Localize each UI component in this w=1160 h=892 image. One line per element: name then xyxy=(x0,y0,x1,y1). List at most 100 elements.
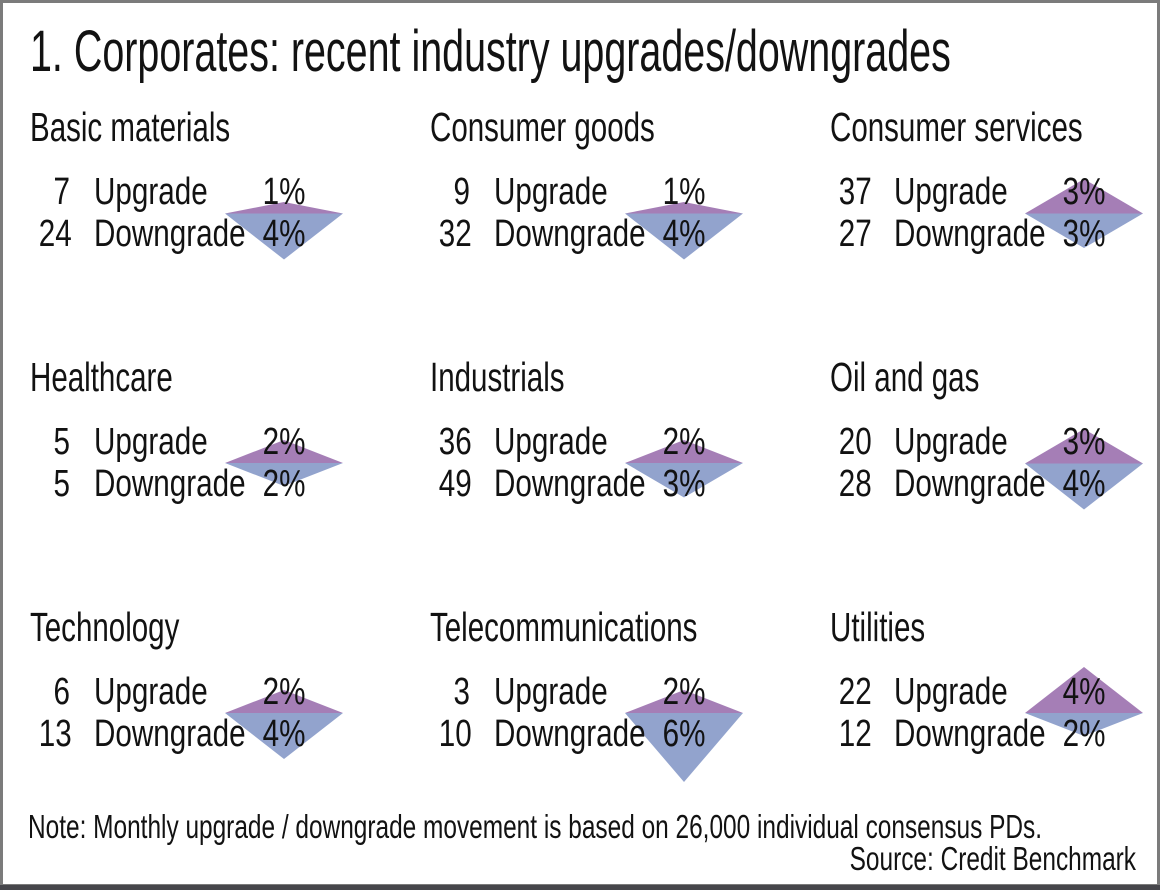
downgrade-percent: 6% xyxy=(662,713,706,755)
upgrade-label: Upgrade xyxy=(94,671,208,713)
industry-panel: Healthcare 2% 2% 5 Upgrade 5 Downgrade xyxy=(30,355,430,605)
upgrade-count: 3 xyxy=(453,671,470,713)
downgrade-label: Downgrade xyxy=(494,713,646,755)
diamond-glyph xyxy=(625,440,743,498)
diamond-glyph xyxy=(625,201,743,259)
downgrade-label: Downgrade xyxy=(94,463,246,505)
industry-panel: Utilities 4% 2% 22 Upgrade 12 Downgrade xyxy=(830,605,1160,855)
downgrade-label: Downgrade xyxy=(494,213,646,255)
industry-name: Consumer services xyxy=(830,104,1083,150)
downgrade-label: Downgrade xyxy=(894,463,1046,505)
industry-panel: Oil and gas 3% 4% 20 Upgrade 28 Downgrad… xyxy=(830,355,1160,605)
downgrade-triangle xyxy=(625,213,743,259)
upgrade-triangle xyxy=(625,440,743,463)
upgrade-percent: 2% xyxy=(662,421,706,463)
industry-name: Telecommunications xyxy=(430,604,698,650)
upgrade-percent: 1% xyxy=(262,171,306,213)
upgrade-triangle xyxy=(1025,178,1143,213)
downgrade-percent: 4% xyxy=(1062,463,1106,505)
upgrade-row: 36 Upgrade xyxy=(430,421,830,463)
upgrade-row: 5 Upgrade xyxy=(30,421,430,463)
upgrade-count: 20 xyxy=(838,421,872,463)
upgrade-percent: 3% xyxy=(1062,171,1106,213)
downgrade-count: 24 xyxy=(38,213,72,255)
upgrade-triangle xyxy=(225,201,343,213)
upgrade-row: 37 Upgrade xyxy=(830,171,1160,213)
downgrade-count: 32 xyxy=(438,213,472,255)
industry-name: Healthcare xyxy=(30,354,173,400)
diamond-glyph xyxy=(1025,667,1143,736)
downgrade-count: 28 xyxy=(838,463,872,505)
diamond-glyph xyxy=(225,201,343,259)
diamond-glyph xyxy=(225,690,343,759)
downgrade-label: Downgrade xyxy=(894,713,1046,755)
upgrade-percent: 2% xyxy=(262,671,306,713)
downgrade-percent: 3% xyxy=(1062,213,1106,255)
industry-name: Industrials xyxy=(430,354,565,400)
downgrade-triangle xyxy=(625,713,743,782)
upgrade-triangle xyxy=(225,690,343,713)
industry-name: Oil and gas xyxy=(830,354,980,400)
diamond-glyph xyxy=(225,440,343,486)
industry-name: Consumer goods xyxy=(430,104,655,150)
downgrade-triangle xyxy=(225,213,343,259)
panel-rows: 1% 4% 9 Upgrade 32 Downgrade xyxy=(430,171,830,291)
note-text: Note: Monthly upgrade / downgrade moveme… xyxy=(28,808,1043,845)
source-text: Source: Credit Benchmark xyxy=(849,840,1136,877)
upgrade-row: 9 Upgrade xyxy=(430,171,830,213)
upgrade-row: 7 Upgrade xyxy=(30,171,430,213)
upgrade-row: 6 Upgrade xyxy=(30,671,430,713)
upgrade-triangle xyxy=(225,440,343,463)
downgrade-triangle xyxy=(1025,213,1143,248)
downgrade-label: Downgrade xyxy=(94,713,246,755)
panel-rows: 2% 2% 5 Upgrade 5 Downgrade xyxy=(30,421,430,541)
upgrade-count: 7 xyxy=(53,171,70,213)
downgrade-count: 49 xyxy=(438,463,472,505)
downgrade-row: 27 Downgrade xyxy=(830,213,1160,255)
downgrade-row: 12 Downgrade xyxy=(830,713,1160,755)
downgrade-triangle xyxy=(225,713,343,759)
upgrade-label: Upgrade xyxy=(94,171,208,213)
downgrade-count: 12 xyxy=(838,713,872,755)
upgrade-label: Upgrade xyxy=(494,421,608,463)
industry-name: Basic materials xyxy=(30,104,231,150)
upgrade-triangle xyxy=(625,690,743,713)
upgrade-percent: 1% xyxy=(662,171,706,213)
panels-grid: Basic materials 1% 4% 7 Upgrade 24 Downg… xyxy=(30,105,1160,855)
industry-panel: Telecommunications 2% 6% 3 Upgrade 10 Do… xyxy=(430,605,830,855)
industry-panel: Consumer goods 1% 4% 9 Upgrade 32 Downgr… xyxy=(430,105,830,355)
industry-name: Technology xyxy=(30,604,180,650)
bottom-rule xyxy=(0,885,1160,890)
industry-panel: Consumer services 3% 3% 37 Upgrade 27 Do… xyxy=(830,105,1160,355)
upgrade-count: 9 xyxy=(453,171,470,213)
upgrade-percent: 2% xyxy=(262,421,306,463)
downgrade-row: 49 Downgrade xyxy=(430,463,830,505)
industry-panel: Industrials 2% 3% 36 Upgrade 49 Downgrad… xyxy=(430,355,830,605)
upgrade-label: Upgrade xyxy=(494,171,608,213)
upgrade-count: 22 xyxy=(838,671,872,713)
downgrade-row: 13 Downgrade xyxy=(30,713,430,755)
downgrade-percent: 3% xyxy=(662,463,706,505)
upgrade-label: Upgrade xyxy=(894,171,1008,213)
industry-name: Utilities xyxy=(830,604,926,650)
upgrade-percent: 3% xyxy=(1062,421,1106,463)
upgrade-percent: 4% xyxy=(1062,671,1106,713)
upgrade-label: Upgrade xyxy=(894,671,1008,713)
figure-title: 1. Corporates: recent industry upgrades/… xyxy=(30,19,951,84)
upgrade-triangle xyxy=(1025,428,1143,463)
diamond-glyph xyxy=(625,690,743,782)
downgrade-count: 5 xyxy=(53,463,70,505)
upgrade-count: 5 xyxy=(53,421,70,463)
downgrade-triangle xyxy=(1025,713,1143,736)
upgrade-count: 37 xyxy=(838,171,872,213)
downgrade-label: Downgrade xyxy=(494,463,646,505)
panel-rows: 2% 3% 36 Upgrade 49 Downgrade xyxy=(430,421,830,541)
panel-rows: 1% 4% 7 Upgrade 24 Downgrade xyxy=(30,171,430,291)
upgrade-row: 3 Upgrade xyxy=(430,671,830,713)
downgrade-triangle xyxy=(1025,463,1143,509)
upgrade-triangle xyxy=(625,201,743,213)
downgrade-row: 24 Downgrade xyxy=(30,213,430,255)
downgrade-count: 13 xyxy=(38,713,72,755)
panel-rows: 2% 4% 6 Upgrade 13 Downgrade xyxy=(30,671,430,791)
panel-rows: 3% 3% 37 Upgrade 27 Downgrade xyxy=(830,171,1160,291)
